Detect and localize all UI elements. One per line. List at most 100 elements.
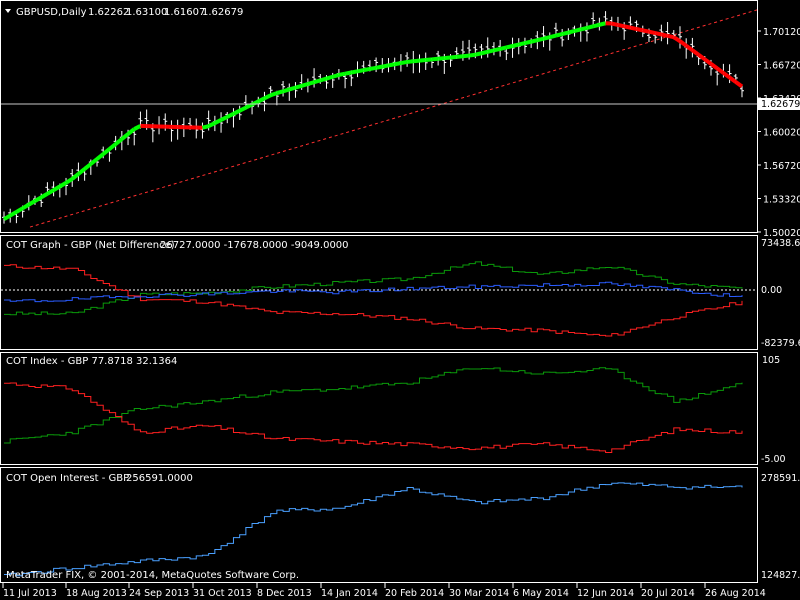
current-price-label: 1.62679 [761,99,800,110]
ohlc-high: 1.63100 [126,7,167,18]
ma-segment [270,91,278,98]
cot-graph-axis-top: 73438.65 [761,238,800,249]
ma-segment [101,147,111,156]
price-tick-label: 1.56720 [763,161,800,172]
time-tick-label: 12 Jun 2014 [577,588,634,599]
ma-segment [332,73,340,79]
ma-segment [2,213,12,221]
time-tick-label: 31 Oct 2013 [193,588,252,599]
ma-segment [468,52,476,58]
ma-segment [27,199,37,207]
ma-segment [108,142,117,151]
time-tick-label: 14 Jan 2014 [321,588,378,599]
ma-segment [313,78,321,85]
ma-segment [474,51,482,57]
ma-segment [524,39,532,46]
ma-segment [344,70,352,76]
chart-menu-triangle-icon[interactable] [5,9,11,13]
ma-segment [15,206,24,214]
ma-segment [536,36,545,43]
ma-segment [611,21,619,27]
ma-segment [487,48,495,54]
ma-segment [549,33,557,40]
ma-segment [307,80,315,86]
ma-segment [400,59,408,66]
ma-segment [369,65,377,71]
ma-segment [394,61,402,67]
ma-segment [462,53,470,59]
ma-segment [388,62,396,68]
time-tick-label: 24 Sep 2013 [129,588,189,599]
cot-net-green-line [4,261,743,316]
ma-segment [629,25,638,31]
ma-segment [574,27,582,33]
cot-index-red-line [4,382,743,454]
ma-segment [406,59,414,64]
price-tick-label: 1.53320 [763,195,800,206]
ma-segment [450,54,457,60]
ma-segment [294,83,303,90]
ma-segment [456,54,464,59]
time-axis: 11 Jul 2013 18 Aug 2013 24 Sep 2013 31 Oct … [2,583,766,599]
ma-segment [114,137,124,146]
ma-segment [617,22,625,29]
ma-segment [207,121,216,128]
price-tick-label: 1.70120 [763,27,800,38]
ma-segment [561,30,569,36]
ma-segment [734,80,744,89]
price-tick-label: 1.50020 [763,228,800,239]
cot-graph-plot [4,261,743,337]
ma-segment [9,210,18,218]
ma-segment [46,188,55,196]
ma-segment [201,124,210,130]
ma-segment [325,74,334,81]
ma-segment [350,69,358,75]
ma-segment [120,132,130,141]
ma-segment [89,157,99,166]
time-tick-label: 30 Mar 2014 [449,588,509,599]
ma-segment [722,71,731,80]
ma-segment [220,115,229,122]
ma-segment [52,184,61,192]
cot-oi-axis-bottom: 124827.7 [761,570,800,581]
ma-segment [642,28,650,34]
ma-segment [555,32,563,38]
ma-segment [425,57,433,63]
ma-segment [703,57,713,66]
ma-segment [70,172,80,181]
ma-segment [301,82,309,88]
ma-segment [586,24,594,30]
ma-segment [499,45,507,51]
time-tick-label: 18 Aug 2013 [66,588,127,599]
ma-segment [40,192,49,200]
ma-segment [95,152,105,161]
trend-line [29,9,758,228]
cot-oi-axis-top: 278591.2 [761,473,800,484]
ma-segment [648,29,656,36]
ma-segment [419,58,426,63]
ma-segment [213,118,222,125]
ma-segment [133,124,142,131]
ma-segment [623,24,631,30]
ma-segment [505,44,513,50]
time-tick-label: 6 May 2014 [513,588,569,599]
ohlc-open: 1.62262 [88,7,129,18]
ma-segment [413,58,420,64]
ma-segment [592,22,600,29]
cot-index-axis-top: 105 [762,355,780,366]
ma-segment [238,105,247,113]
ohlc-low: 1.61607 [164,7,205,18]
cot-index-plot [4,367,743,454]
ma-segment [21,202,30,211]
cot-graph-axis-bottom: -82379.65 [761,338,800,349]
time-tick-label: 20 Feb 2014 [385,588,444,599]
ma-segment [667,33,675,40]
ma-segment [319,76,328,83]
time-tick-label: 20 Jul 2014 [641,588,695,599]
ma-segment [431,56,439,62]
ma-segment [654,31,662,37]
ma-segment [77,167,86,176]
ma-segment [518,41,526,47]
cot-graph-label: COT Graph - GBP (Net Difference) [6,240,175,251]
